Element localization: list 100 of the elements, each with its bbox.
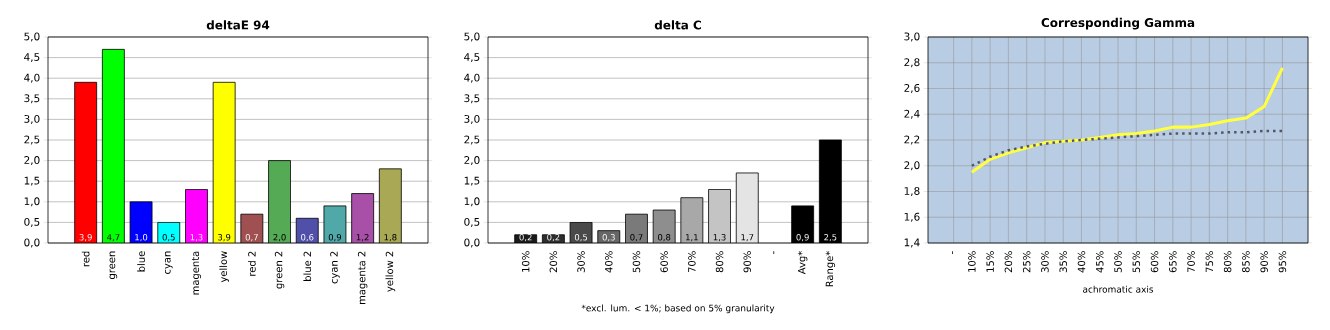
data-label: 0,3 xyxy=(602,234,615,242)
y-tick-label: 4,0 xyxy=(464,73,480,83)
x-axis-title: achromatic axis xyxy=(1083,285,1154,293)
y-tick-label: 5,0 xyxy=(24,32,40,42)
x-tick-label: 60% xyxy=(1150,251,1159,273)
x-tick-label: blue 2 xyxy=(303,251,312,281)
x-tick-label: 75% xyxy=(1205,251,1214,273)
data-label: 0,6 xyxy=(301,234,314,242)
x-tick-label: 40% xyxy=(1077,251,1086,273)
x-tick-label: 45% xyxy=(1095,251,1104,273)
y-tick-label: 3,0 xyxy=(24,114,40,124)
x-tick-label: 30% xyxy=(577,251,585,273)
x-tick-label: 10% xyxy=(521,251,530,272)
x-tick-label: 15% xyxy=(986,251,994,272)
x-tick-label: 40% xyxy=(604,251,613,273)
y-tick-label: 4,5 xyxy=(464,53,480,63)
data-label: 1,3 xyxy=(713,234,726,242)
y-tick-label: 1,0 xyxy=(464,197,480,207)
y-tick-label: 1,0 xyxy=(24,197,40,207)
chart-title: delta C xyxy=(654,20,701,30)
data-label: 2,5 xyxy=(824,234,837,242)
x-tick-label: red xyxy=(81,251,90,267)
x-tick-label: 50% xyxy=(1114,251,1122,273)
y-tick-label: 2,0 xyxy=(24,156,40,166)
data-label: 1,8 xyxy=(384,234,397,242)
x-tick-label: magenta xyxy=(191,251,201,295)
data-label: 0,5 xyxy=(574,234,588,242)
x-tick-label: yellow xyxy=(219,251,229,283)
x-tick-label: 80% xyxy=(1223,251,1232,273)
chart-title: deltaE 94 xyxy=(206,20,270,30)
y-tick-label: 0,5 xyxy=(464,217,480,227)
data-label: 1,3 xyxy=(190,234,203,242)
y-tick-label: 2,0 xyxy=(904,161,920,171)
y-tick-label: 1,5 xyxy=(24,176,40,186)
x-tick-label: 50% xyxy=(632,251,641,273)
chart-title: Corresponding Gamma xyxy=(1041,17,1195,30)
x-tick-label: 20% xyxy=(549,251,558,273)
x-tick-label: blue xyxy=(137,251,145,272)
x-tick-label: 95% xyxy=(1278,251,1287,273)
y-tick-label: 2,5 xyxy=(464,135,480,145)
x-tick-label: 35% xyxy=(1059,251,1067,273)
x-tick-label: cyan 2 xyxy=(330,251,340,284)
x-tick-label: 10% xyxy=(968,251,976,272)
x-tick-label: 25% xyxy=(1022,251,1031,273)
y-tick-label: 1,8 xyxy=(904,187,920,196)
data-label: 1,0 xyxy=(135,234,148,242)
data-label: 0,9 xyxy=(796,234,809,242)
data-label: 4,7 xyxy=(107,234,120,242)
x-tick-label: - xyxy=(773,251,775,254)
y-tick-label: 3,5 xyxy=(464,94,480,104)
y-tick-label: 1,5 xyxy=(464,176,480,186)
x-tick-label: Avg* xyxy=(797,251,808,275)
data-label: 1,1 xyxy=(686,234,698,242)
y-tick-label: 0,5 xyxy=(24,217,40,227)
x-tick-label: 30% xyxy=(1041,251,1049,273)
data-label: 0,9 xyxy=(328,234,342,242)
data-label: 1,2 xyxy=(356,234,369,242)
data-label: 3,9 xyxy=(218,234,231,242)
x-tick-label: 90% xyxy=(1260,251,1268,273)
x-tick-label: 20% xyxy=(1004,251,1013,273)
text: *excl. lum. < 1%; based on 5% granularity xyxy=(581,304,775,314)
data-label: 0,7 xyxy=(245,234,258,242)
x-tick-label: 65% xyxy=(1169,251,1177,273)
y-tick-label: 2,6 xyxy=(904,84,920,93)
line-series xyxy=(970,66,1284,174)
x-tick-label: 60% xyxy=(660,251,668,273)
y-tick-label: 2,8 xyxy=(904,58,920,68)
x-tick-label: - xyxy=(952,251,953,254)
y-tick-label: 5,0 xyxy=(464,32,480,42)
data-label: 0,7 xyxy=(630,234,643,242)
y-tick-label: 1,4 xyxy=(904,238,920,248)
data-label: 0,5 xyxy=(162,234,175,242)
y-tick-label: 3,0 xyxy=(464,114,480,124)
y-tick-label: 0,0 xyxy=(464,238,480,248)
x-tick-label: 90% xyxy=(743,251,752,273)
x-tick-label: 70% xyxy=(1187,251,1195,273)
x-tick-label: 70% xyxy=(688,251,696,273)
x-tick-label: red 2 xyxy=(247,251,256,276)
y-tick-label: 2,2 xyxy=(904,135,920,145)
x-tick-label: 55% xyxy=(1132,251,1141,273)
x-tick-label: yellow 2 xyxy=(385,251,396,292)
data-label: 1,7 xyxy=(741,234,754,242)
y-tick-label: 4,5 xyxy=(24,53,40,63)
data-label: 0,2 xyxy=(547,234,560,242)
x-tick-label: green xyxy=(109,251,118,279)
x-tick-label: cyan xyxy=(164,251,173,275)
x-tick-label: magenta 2 xyxy=(357,251,368,304)
x-tick-label: 85% xyxy=(1242,251,1250,273)
y-tick-label: 2,5 xyxy=(24,135,40,145)
y-tick-label: 2,0 xyxy=(464,156,480,166)
y-tick-label: 0,0 xyxy=(24,238,40,248)
x-tick-label: green 2 xyxy=(274,251,285,289)
data-label: 2,0 xyxy=(273,234,286,242)
y-tick-label: 4,0 xyxy=(24,73,40,83)
y-tick-label: 3,5 xyxy=(24,94,40,104)
y-tick-label: 3,0 xyxy=(904,32,920,42)
y-tick-label: 2,4 xyxy=(904,109,920,119)
data-label: 0,2 xyxy=(519,234,532,242)
data-label: 3,9 xyxy=(79,234,92,242)
x-tick-label: Range* xyxy=(825,251,836,287)
